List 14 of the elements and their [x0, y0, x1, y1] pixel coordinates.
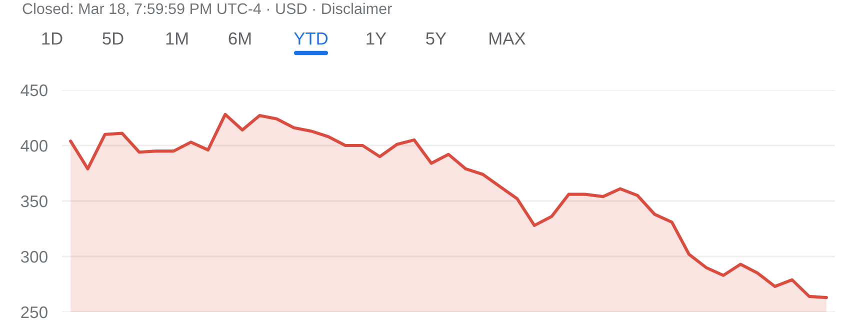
- y-tick-label: 450: [20, 84, 48, 96]
- y-tick-label: 300: [20, 250, 48, 263]
- y-tick-label: 400: [20, 140, 48, 152]
- text: MAX: [490, 32, 526, 44]
- y-tick-label: 350: [20, 195, 48, 208]
- text: 1D: [42, 32, 62, 44]
- text: 1Y: [366, 32, 386, 44]
- text: 1M: [166, 32, 188, 44]
- text: Closed: Mar 18, 7:59:59 PM UTC-4 · USD · Disclaimer: [22, 2, 392, 16]
- text: 5Y: [426, 32, 446, 45]
- text: 5D: [102, 32, 124, 45]
- text: 6M: [228, 32, 251, 45]
- y-tick-label: 250: [21, 306, 48, 318]
- text: YTD: [294, 32, 328, 44]
